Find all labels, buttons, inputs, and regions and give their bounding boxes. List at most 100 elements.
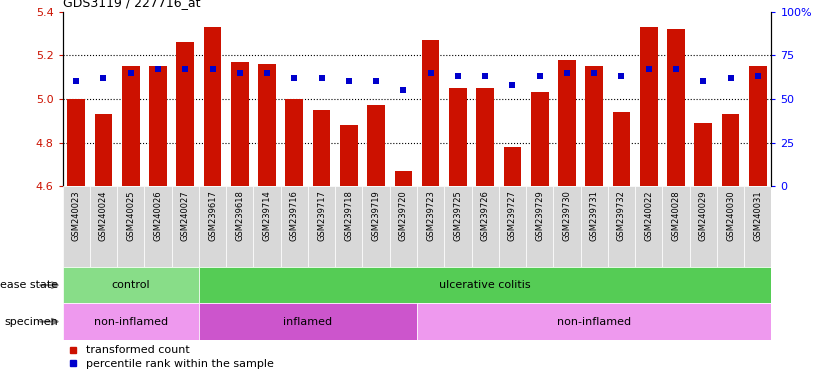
Bar [389,186,417,267]
Point [151,66,164,72]
Point [288,75,301,81]
Bar [695,123,712,186]
Bar [422,40,440,186]
Bar [340,125,358,186]
Point [424,70,437,76]
Bar [63,186,90,267]
Point [615,73,628,79]
Point [260,70,274,76]
Point [505,82,519,88]
Bar [417,303,771,340]
Point [234,70,247,76]
Bar [176,42,194,186]
Bar [580,186,608,267]
Bar [667,29,685,186]
Text: GSM239717: GSM239717 [317,190,326,241]
Text: disease state: disease state [0,280,58,290]
Point [696,78,710,84]
Bar [526,186,553,267]
Bar [198,186,226,267]
Text: GSM239714: GSM239714 [263,190,272,241]
Point [342,78,355,84]
Bar [231,62,249,186]
Bar [471,186,499,267]
Bar [662,186,690,267]
Bar [449,88,467,186]
Bar [203,27,221,186]
Bar [744,186,771,267]
Point [178,66,192,72]
Text: GSM239618: GSM239618 [235,190,244,241]
Point [560,70,574,76]
Bar [285,99,304,186]
Text: GSM239720: GSM239720 [399,190,408,241]
Text: GSM240028: GSM240028 [671,190,681,241]
Bar [394,171,412,186]
Bar [254,186,281,267]
Bar [417,186,445,267]
Text: GSM240025: GSM240025 [126,190,135,241]
Bar [367,106,385,186]
Text: GSM239730: GSM239730 [562,190,571,241]
Bar [530,92,549,186]
Point [124,70,138,76]
Bar [313,110,330,186]
Bar [117,186,144,267]
Point [479,73,492,79]
Text: GSM240022: GSM240022 [644,190,653,241]
Point [315,75,329,81]
Bar [553,186,580,267]
Text: GSM239726: GSM239726 [480,190,490,241]
Bar [198,267,771,303]
Text: GSM240023: GSM240023 [72,190,81,241]
Text: GSM239732: GSM239732 [617,190,626,241]
Bar [94,114,113,186]
Text: GSM239719: GSM239719 [372,190,380,241]
Bar [149,66,167,186]
Text: GSM240031: GSM240031 [753,190,762,241]
Bar [90,186,117,267]
Point [397,87,410,93]
Text: control: control [112,280,150,290]
Text: GSM239731: GSM239731 [590,190,599,241]
Bar [281,186,308,267]
Bar [122,66,139,186]
Text: GSM239727: GSM239727 [508,190,517,241]
Bar [476,88,494,186]
Bar [636,186,662,267]
Point [533,73,546,79]
Text: inflamed: inflamed [284,316,333,327]
Bar [558,60,575,186]
Point [751,73,765,79]
Legend: transformed count, percentile rank within the sample: transformed count, percentile rank withi… [68,345,274,369]
Bar [640,27,658,186]
Text: ulcerative colitis: ulcerative colitis [440,280,531,290]
Bar [585,66,603,186]
Bar [717,186,744,267]
Bar [63,303,198,340]
Bar [308,186,335,267]
Text: GSM240026: GSM240026 [153,190,163,241]
Text: GDS3119 / 227716_at: GDS3119 / 227716_at [63,0,200,9]
Bar [613,112,631,186]
Text: GSM240024: GSM240024 [99,190,108,241]
Bar [721,114,740,186]
Text: GSM239718: GSM239718 [344,190,354,241]
Text: GSM240027: GSM240027 [181,190,190,241]
Text: specimen: specimen [5,316,58,327]
Text: GSM239725: GSM239725 [454,190,462,241]
Bar [198,303,417,340]
Bar [144,186,172,267]
Bar [445,186,471,267]
Bar [749,66,766,186]
Point [670,66,683,72]
Bar [63,267,198,303]
Bar [504,147,521,186]
Point [451,73,465,79]
Bar [499,186,526,267]
Bar [363,186,389,267]
Text: GSM239723: GSM239723 [426,190,435,241]
Point [206,66,219,72]
Bar [690,186,717,267]
Bar [259,64,276,186]
